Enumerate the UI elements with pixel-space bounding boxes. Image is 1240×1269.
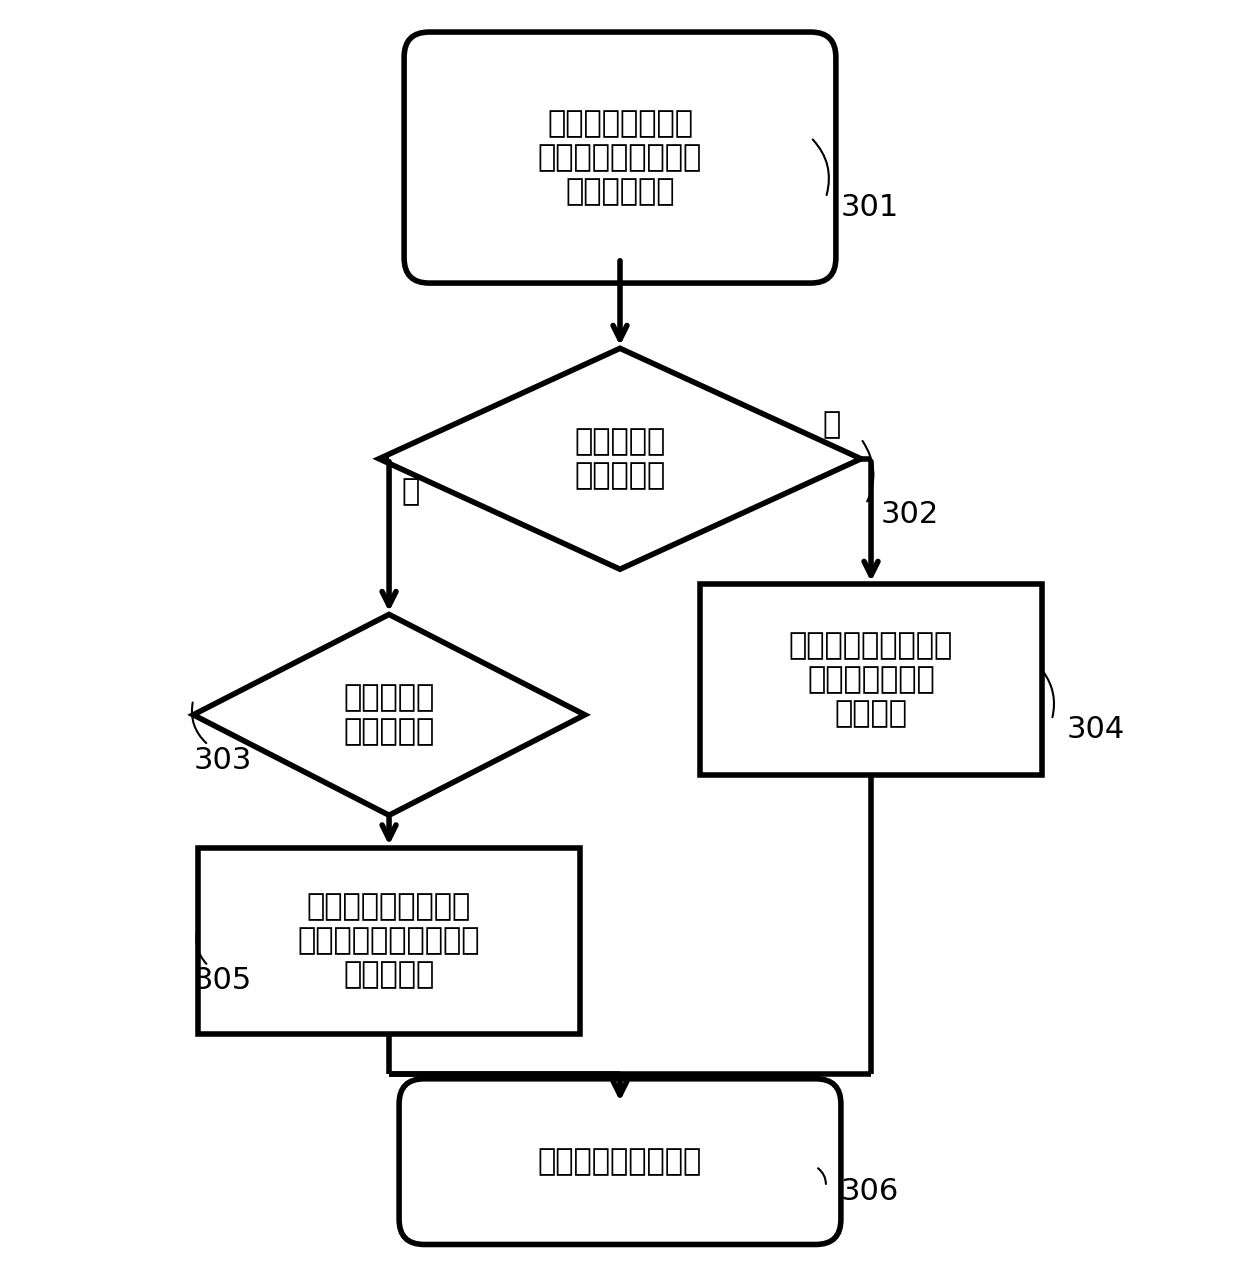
Text: 收到来自虚拟接入
网关的数据包，抽取
缓存控制字段: 收到来自虚拟接入 网关的数据包，抽取 缓存控制字段: [538, 109, 702, 206]
Text: 从二级缓存指定位置
提取数据块，插入数据
包指定位置: 从二级缓存指定位置 提取数据块，插入数据 包指定位置: [298, 892, 480, 989]
Text: 302: 302: [882, 500, 940, 528]
Text: 是: 是: [822, 410, 841, 439]
Text: 发送数据包到客户端: 发送数据包到客户端: [538, 1147, 702, 1176]
Text: 306: 306: [841, 1178, 899, 1207]
FancyBboxPatch shape: [404, 32, 836, 283]
Polygon shape: [379, 348, 861, 570]
Text: 控制字段是
命中缓存？: 控制字段是 命中缓存？: [343, 684, 435, 746]
Bar: [198, 848, 580, 1034]
FancyBboxPatch shape: [399, 1079, 841, 1245]
Text: 控制字段是
更新缓存？: 控制字段是 更新缓存？: [574, 428, 666, 490]
Bar: [701, 584, 1042, 775]
Text: 303: 303: [193, 745, 252, 774]
Text: 301: 301: [841, 193, 899, 222]
Polygon shape: [193, 614, 585, 815]
Text: 按照指针提取数据块
保存在二级缓存
指定位置: 按照指针提取数据块 保存在二级缓存 指定位置: [789, 632, 954, 728]
Text: 304: 304: [1066, 716, 1125, 745]
Text: 305: 305: [193, 967, 252, 995]
Text: 否: 否: [401, 477, 419, 506]
